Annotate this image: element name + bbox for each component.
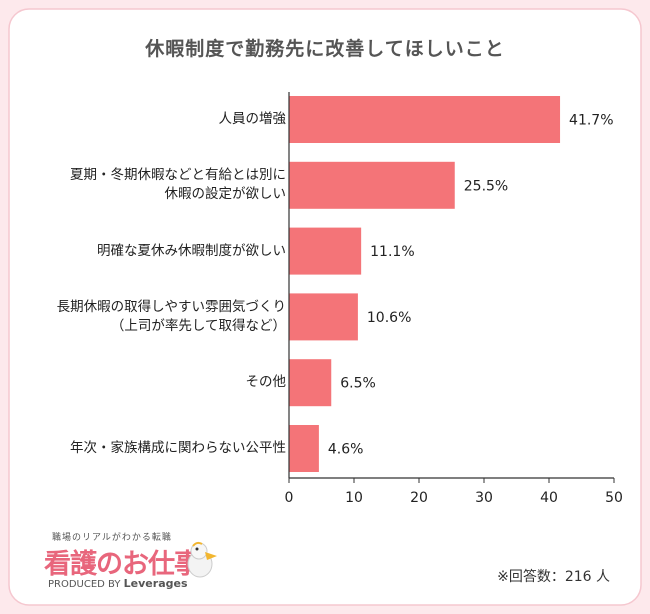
chart-title: 休暇制度で勤務先に改善してほしいこと: [145, 38, 505, 60]
category-label-line: （上司が率先して取得など）: [110, 317, 286, 334]
data-label: 25.5%: [464, 178, 508, 194]
pelican-mascot-icon: [187, 541, 217, 578]
category-label: 夏期・冬期休暇などと有給とは別に休暇の設定が欲しい: [26, 166, 286, 204]
x-tick-label: 30: [475, 490, 493, 506]
x-tick-label: 0: [285, 490, 294, 506]
logo-produced-by: PRODUCED BY Leverages: [48, 577, 188, 590]
category-label-line: 夏期・冬期休暇などと有給とは別に: [70, 167, 286, 184]
bar: [289, 161, 455, 209]
category-label-line: 年次・家族構成に関わらない公平性: [70, 440, 286, 456]
bar: [289, 96, 561, 143]
bar: [289, 425, 319, 472]
x-tick-label: 50: [605, 490, 623, 506]
category-label: 明確な夏休み休暇制度が欲しい: [26, 242, 286, 261]
brand-name: Leverages: [123, 577, 188, 590]
category-label-line: 明確な夏休み休暇制度が欲しい: [97, 242, 286, 259]
data-label: 6.5%: [340, 376, 376, 392]
x-tick-label: 10: [345, 490, 363, 506]
category-label: 人員の増強: [26, 110, 287, 129]
category-label: 長期休暇の取得しやすい雰囲気づくり （上司が率先して取得など）: [26, 298, 286, 336]
x-tick-label: 20: [410, 490, 428, 506]
category-label-line: 休暇の設定が欲しい: [164, 186, 287, 203]
logo-name: 看護のお仕事: [44, 549, 201, 580]
data-label: 10.6%: [367, 310, 411, 326]
x-tick-label: 40: [540, 490, 558, 506]
data-label: 4.6%: [328, 442, 364, 458]
bar: [289, 227, 362, 275]
category-label-line: その他: [245, 374, 287, 391]
category-label-line: 人員の増強: [218, 111, 287, 127]
response-count-note: ※回答数：216 人: [497, 569, 610, 585]
logo-tagline: 職場のリアルがわかる転職: [52, 533, 172, 543]
bar-chart: 41.7% 25.5% 11.1% 10.6% 6.5% 4.6% 0 10 20 30 40 50: [285, 92, 623, 506]
category-label: その他: [26, 373, 287, 392]
bar: [289, 359, 332, 407]
data-label: 11.1%: [370, 244, 414, 260]
bar: [289, 293, 358, 341]
category-label: 年次・家族構成に関わらない公平性: [26, 439, 286, 458]
produced-by-text: PRODUCED BY: [48, 579, 121, 590]
data-label: 41.7%: [569, 113, 613, 129]
category-label-line: 長期休暇の取得しやすい雰囲気づくり: [56, 298, 286, 315]
